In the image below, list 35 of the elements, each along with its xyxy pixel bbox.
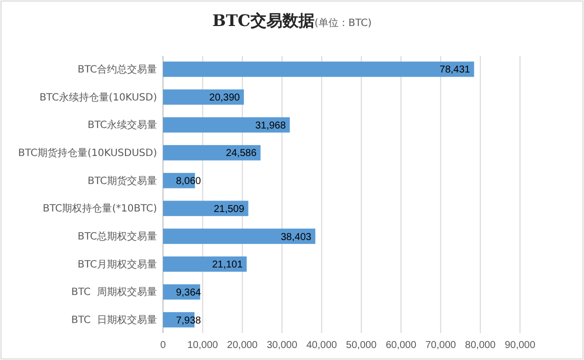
bar — [163, 145, 261, 160]
y-tick-label: BTC合约总交易量 — [78, 63, 157, 76]
y-tick-label: BTC永续交易量 — [88, 119, 157, 132]
data-label: 38,403 — [280, 232, 312, 243]
x-tick-label: 0 — [160, 340, 166, 352]
y-tick-label: BTC期货持仓量(10KUSDUSD) — [18, 146, 158, 159]
x-tick-label: 10,000 — [187, 340, 218, 352]
x-tick-label: 80,000 — [465, 340, 496, 352]
data-label: 21,509 — [214, 204, 245, 215]
bar — [163, 62, 474, 77]
data-label: 31,968 — [255, 120, 286, 132]
x-tick-label: 20,000 — [227, 340, 258, 352]
y-tick-label: BTC 日期权交易量 — [71, 314, 157, 326]
chart-title: BTC交易数据 — [212, 11, 314, 30]
y-tick-label: BTC永续持仓量(10KUSD) — [39, 91, 158, 104]
bar — [163, 256, 247, 272]
data-label: 21,101 — [212, 260, 244, 271]
data-label: 24,586 — [226, 148, 257, 160]
x-tick-label: 90,000 — [504, 340, 536, 352]
bar — [163, 200, 248, 216]
x-tick-label: 50,000 — [346, 340, 378, 352]
x-tick-label: 70,000 — [425, 340, 456, 352]
x-tick-label: 60,000 — [386, 340, 417, 352]
y-tick-label: BTC月期权交易量 — [78, 258, 157, 270]
bar — [163, 228, 316, 244]
y-tick-label: BTC期权持仓量(*10BTC) — [42, 202, 158, 215]
chart-subtitle: (单位：BTC) — [314, 17, 372, 29]
y-tick-label: BTC 周期权交易量 — [71, 286, 157, 298]
data-label: 20,390 — [209, 92, 240, 104]
x-tick-label: 40,000 — [306, 340, 338, 352]
data-label: 78,431 — [440, 64, 471, 76]
y-tick-label: BTC期货交易量 — [88, 174, 157, 187]
bar — [163, 117, 290, 133]
y-tick-label: BTC总期权交易量 — [78, 230, 157, 242]
x-tick-label: 30,000 — [266, 340, 298, 352]
